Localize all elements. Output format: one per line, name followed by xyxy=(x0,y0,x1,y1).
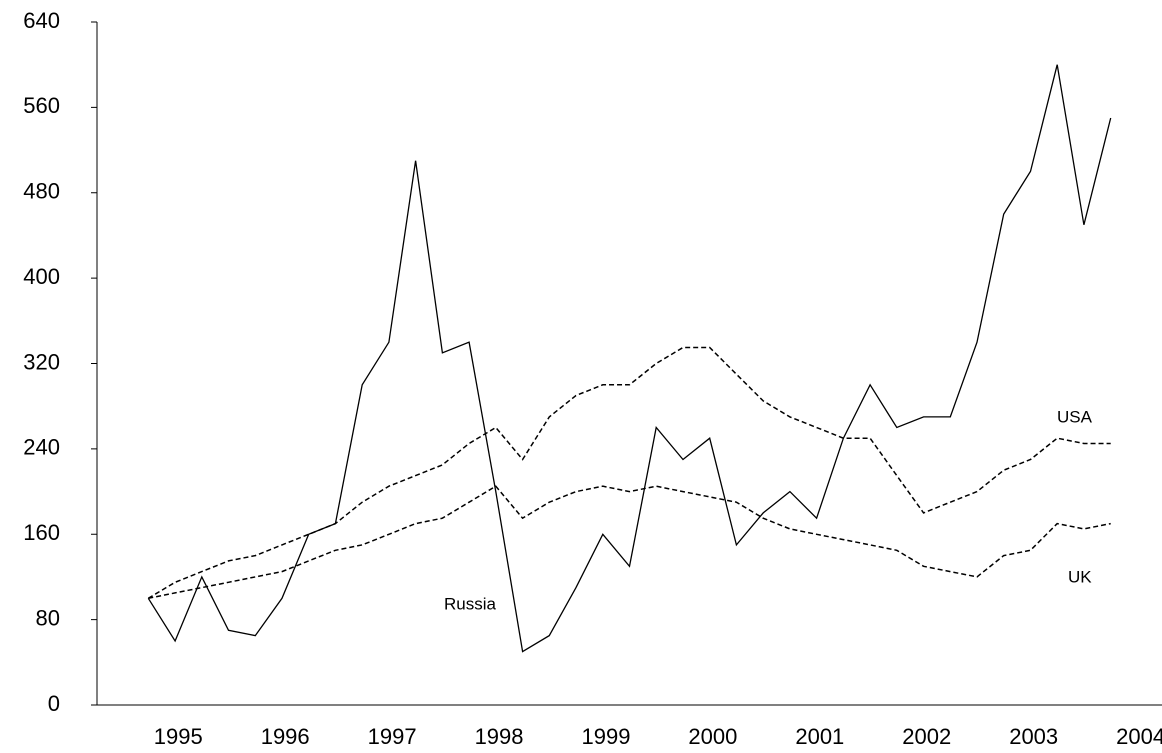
y-tick-label: 480 xyxy=(23,179,60,204)
series-line xyxy=(147,64,1112,653)
y-tick-label: 240 xyxy=(23,435,60,460)
x-tick-label: 2004 xyxy=(1116,724,1162,749)
y-tick-label: 0 xyxy=(48,691,60,716)
series-label: Russia xyxy=(444,594,497,613)
x-tick-label: 1997 xyxy=(368,724,417,749)
x-tick-label: 2003 xyxy=(1009,724,1058,749)
x-tick-label: 2001 xyxy=(795,724,844,749)
x-tick-label: 1998 xyxy=(475,724,524,749)
y-tick-label: 160 xyxy=(23,520,60,545)
x-tick-label: 1999 xyxy=(581,724,630,749)
y-tick-label: 320 xyxy=(23,349,60,374)
x-tick-label: 1995 xyxy=(154,724,203,749)
y-tick-label: 400 xyxy=(23,264,60,289)
y-tick-label: 560 xyxy=(23,93,60,118)
series-label: USA xyxy=(1057,407,1093,426)
y-tick-label: 640 xyxy=(23,8,60,33)
x-tick-label: 1996 xyxy=(261,724,310,749)
x-tick-label: 2002 xyxy=(902,724,951,749)
series-line xyxy=(147,346,1111,599)
series-label: UK xyxy=(1068,567,1092,586)
y-tick-label: 80 xyxy=(36,605,60,630)
series-line xyxy=(148,485,1111,600)
x-tick-label: 2000 xyxy=(688,724,737,749)
